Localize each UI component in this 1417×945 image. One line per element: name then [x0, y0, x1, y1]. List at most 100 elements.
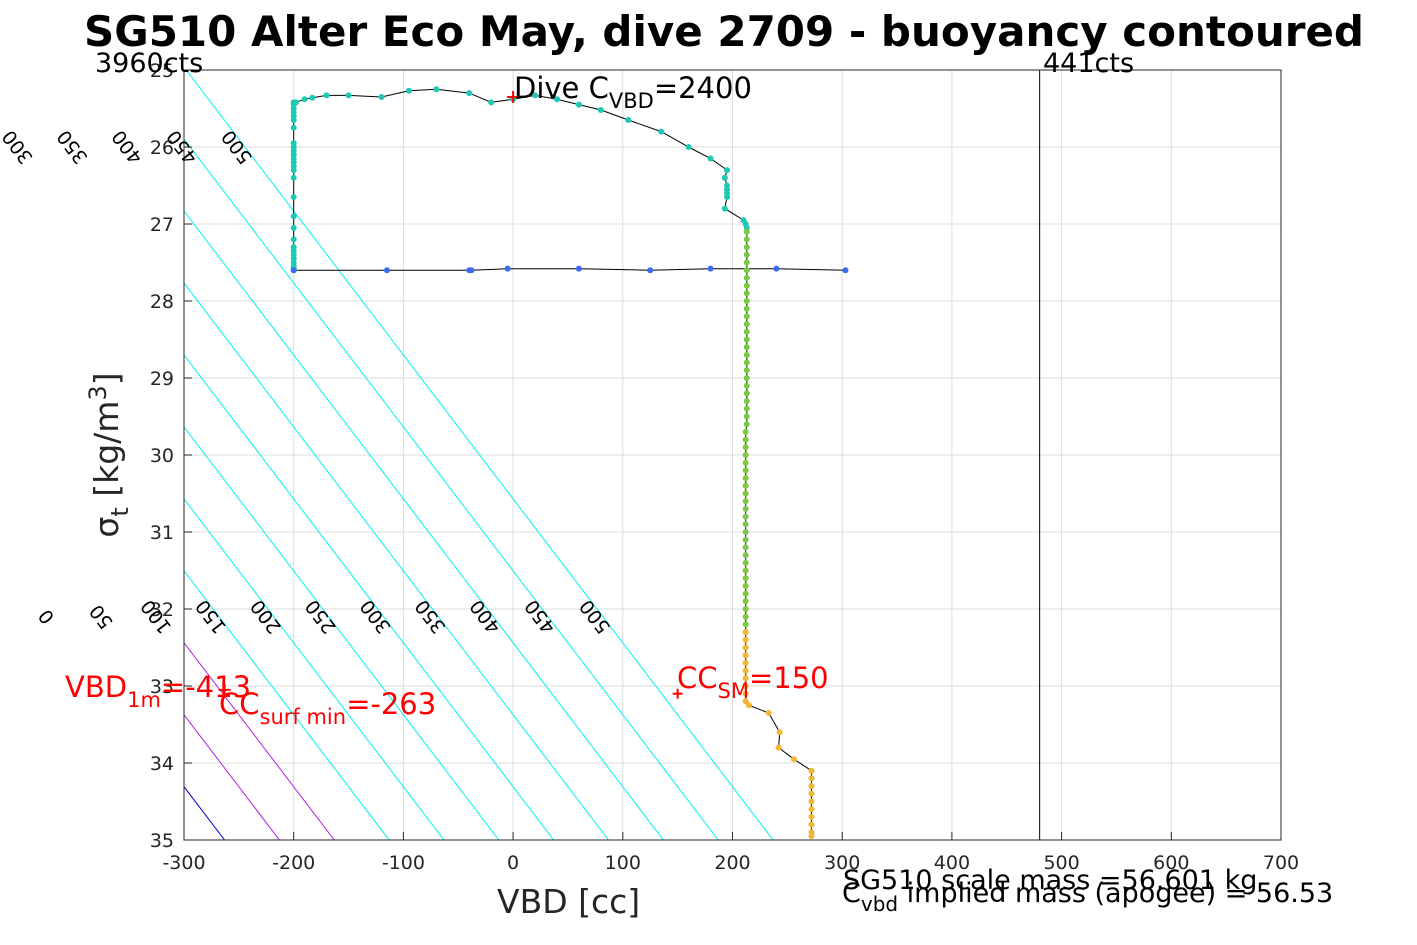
- data-point: [743, 321, 750, 328]
- contour-line-cyan: [0, 70, 5, 840]
- data-point: [743, 367, 750, 374]
- x-tick-label: 400: [934, 852, 970, 874]
- data-point: [808, 821, 815, 828]
- contour-label-lower: 50: [85, 600, 117, 633]
- y-tick-label: 30: [150, 445, 174, 467]
- data-point: [742, 575, 749, 582]
- y-axis-label: σt [kg/m3]: [84, 372, 134, 537]
- x-tick-label: -200: [272, 852, 315, 874]
- data-point: [742, 690, 749, 697]
- data-point: [724, 194, 731, 201]
- cc-sm-label: CCSM=150: [677, 661, 829, 703]
- contour-label-lower: 0: [34, 605, 59, 628]
- data-point: [742, 559, 749, 566]
- data-point: [743, 398, 750, 405]
- data-point: [742, 652, 749, 659]
- data-point: [742, 544, 749, 551]
- data-point: [743, 228, 750, 235]
- data-point: [575, 265, 582, 272]
- data-point: [743, 267, 750, 274]
- y-axis-ticks: 25 26 27 28 29 30 31 32 33 34 35: [150, 60, 192, 852]
- data-point: [743, 405, 750, 412]
- data-point: [743, 298, 750, 304]
- data-point: [743, 421, 750, 428]
- data-point: [742, 683, 749, 689]
- data-point: [742, 467, 749, 474]
- contour-line-cyan: [184, 138, 719, 840]
- data-point: [765, 709, 772, 716]
- data-point: [405, 87, 412, 94]
- data-point: [685, 144, 692, 150]
- data-point: [743, 313, 750, 320]
- data-point: [742, 598, 749, 605]
- data-point: [742, 459, 749, 466]
- data-point: [553, 96, 560, 103]
- x-tick-label: 600: [1153, 852, 1189, 874]
- data-point: [532, 92, 539, 99]
- data-point: [808, 798, 815, 805]
- data-point: [742, 436, 749, 443]
- data-point: [790, 756, 797, 763]
- chart-title: SG510 Alter Eco May, dive 2709 - buoyanc…: [84, 7, 1364, 56]
- trace-segment: [293, 268, 846, 271]
- x-tick-label: 300: [824, 852, 860, 874]
- data-point: [742, 505, 749, 512]
- data-point: [378, 93, 385, 100]
- data-point: [742, 590, 749, 597]
- data-point: [842, 267, 849, 274]
- data-point: [742, 636, 749, 643]
- data-point: [290, 194, 297, 201]
- data-point: [743, 282, 750, 289]
- y-tick-label: 33: [150, 676, 174, 698]
- contour-line-cyan: [184, 282, 609, 840]
- contour-label-upper: 300: [0, 126, 38, 168]
- data-point: [433, 86, 440, 93]
- data-point: [742, 675, 749, 682]
- data-point: [323, 92, 330, 99]
- data-point: [742, 621, 749, 628]
- data-point: [742, 452, 749, 458]
- data-point: [743, 390, 750, 397]
- data-point: [742, 513, 749, 520]
- data-point: [742, 482, 749, 489]
- data-point: [743, 359, 750, 366]
- x-tick-label: 700: [1263, 852, 1299, 874]
- data-point: [743, 344, 750, 351]
- data-point: [743, 259, 750, 266]
- data-point: [773, 265, 780, 272]
- x-axis-label: VBD [cc]: [497, 882, 640, 921]
- data-point: [808, 775, 815, 782]
- data-point: [707, 265, 714, 272]
- data-point: [742, 428, 749, 435]
- data-point: [309, 94, 316, 101]
- contour-line-cyan: [0, 70, 60, 840]
- y-tick-label: 35: [150, 830, 174, 852]
- contour-line-cyan: [184, 570, 390, 840]
- contour-line-cyan: [184, 354, 555, 840]
- data-point: [742, 613, 749, 620]
- y-tick-label: 29: [150, 368, 174, 390]
- data-point: [742, 444, 749, 451]
- data-point: [743, 305, 750, 312]
- data-point: [742, 536, 749, 543]
- data-point: [743, 351, 750, 358]
- data-point: [290, 224, 297, 231]
- data-point: [808, 806, 815, 813]
- data-point: [808, 813, 815, 820]
- data-point: [301, 96, 308, 103]
- x-tick-label: 100: [605, 852, 641, 874]
- data-point: [345, 92, 352, 99]
- contour-line-cyan: [184, 498, 445, 840]
- data-point: [466, 90, 473, 97]
- data-point: [742, 606, 749, 612]
- data-point: [721, 205, 728, 212]
- buoyancy-contours: [0, 70, 774, 840]
- data-point: [724, 167, 731, 174]
- top-left-label: 3960cts: [95, 48, 203, 79]
- annotation-markers: [218, 90, 683, 699]
- y-tick-label: 34: [150, 753, 174, 775]
- data-point: [742, 582, 749, 589]
- data-point: [745, 702, 752, 709]
- contour-label-upper: 350: [53, 126, 92, 168]
- y-tick-label: 26: [150, 137, 174, 159]
